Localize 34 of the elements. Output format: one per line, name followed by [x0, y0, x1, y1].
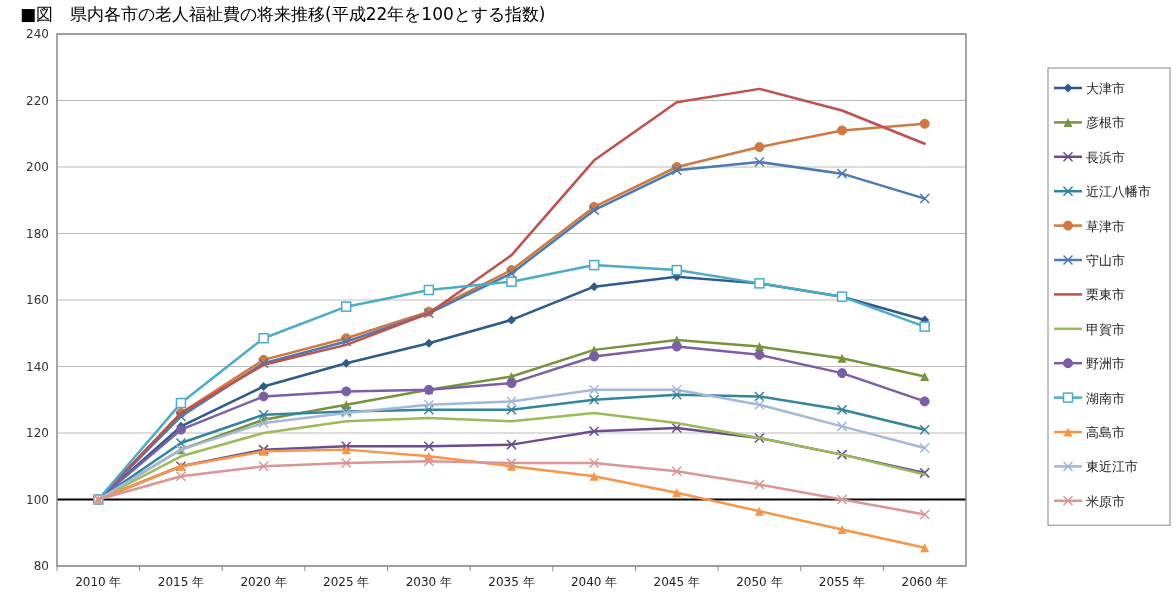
y-tick-label: 240 [26, 27, 49, 41]
legend-label: 近江八幡市 [1086, 184, 1151, 200]
x-tick-label: 2010 年 [75, 575, 122, 589]
legend-label: 甲賀市 [1086, 321, 1125, 337]
x-tick-label: 2060 年 [901, 575, 948, 589]
x-tick-label: 2020 年 [240, 575, 287, 589]
legend-label: 米原市 [1086, 493, 1125, 509]
legend-label: 湖南市 [1086, 390, 1125, 406]
y-tick-label: 120 [26, 426, 49, 440]
legend-label: 東近江市 [1086, 459, 1138, 475]
y-tick-label: 100 [26, 492, 49, 507]
legend-label: 大津市 [1086, 81, 1125, 96]
legend-label: 高島市 [1086, 425, 1125, 440]
y-tick-label: 220 [26, 93, 49, 108]
title: ■図 県内各市の老人福祉費の将来推移(平成22年を100とする指数) [20, 4, 546, 24]
x-tick-label: 2035 年 [488, 575, 535, 589]
legend-label: 彦根市 [1086, 115, 1125, 131]
x-tick-label: 2015 年 [157, 575, 205, 589]
legend-label: 栗東市 [1086, 287, 1125, 303]
x-tick-label: 2040 年 [570, 575, 618, 589]
legend-label: 守山市 [1086, 253, 1125, 268]
y-tick-label: 200 [26, 160, 49, 174]
legend-label: 長浜市 [1086, 149, 1125, 165]
x-tick-label: 2030 年 [405, 575, 453, 589]
x-tick-label: 2055 年 [818, 575, 866, 589]
legend-label: 野洲市 [1086, 356, 1125, 372]
x-tick-label: 2045 年 [653, 575, 700, 589]
legend-label: 草津市 [1086, 218, 1125, 234]
x-tick-label: 2050 年 [736, 575, 783, 589]
y-tick-label: 160 [26, 293, 49, 307]
y-tick-label: 140 [26, 359, 49, 374]
y-tick-label: 180 [26, 226, 49, 241]
y-tick-label: 80 [33, 559, 49, 573]
x-tick-label: 2025 年 [323, 575, 370, 589]
